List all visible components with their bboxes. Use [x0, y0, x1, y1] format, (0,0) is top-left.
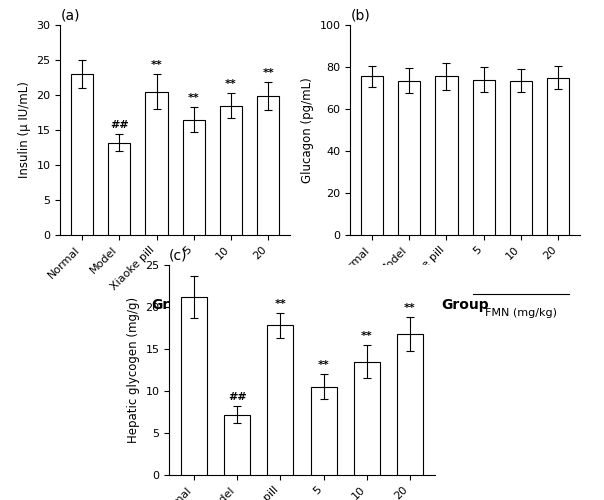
Text: **: ** — [225, 78, 237, 88]
Text: (b): (b) — [350, 8, 370, 22]
Bar — [398, 80, 420, 235]
Bar — [472, 80, 495, 235]
Text: **: ** — [188, 92, 200, 102]
Bar — [146, 92, 168, 235]
Bar — [257, 96, 280, 235]
X-axis label: Group: Group — [442, 298, 489, 312]
Y-axis label: Insulin (μ IU/mL): Insulin (μ IU/mL) — [18, 82, 31, 178]
Bar — [397, 334, 423, 475]
Bar — [354, 362, 380, 475]
Text: **: ** — [318, 360, 329, 370]
Bar — [435, 76, 458, 235]
Bar — [268, 326, 294, 475]
Text: ##: ## — [228, 392, 246, 402]
Y-axis label: Hepatic glycogen (mg/g): Hepatic glycogen (mg/g) — [127, 297, 140, 443]
Bar — [181, 297, 207, 475]
Bar — [224, 414, 250, 475]
Text: **: ** — [361, 330, 373, 340]
X-axis label: Group: Group — [152, 298, 199, 312]
Text: **: ** — [262, 68, 274, 78]
Text: **: ** — [404, 303, 416, 313]
Bar — [182, 120, 205, 235]
Text: **: ** — [150, 60, 162, 70]
Bar — [310, 387, 336, 475]
Text: FMN (mg/kg): FMN (mg/kg) — [195, 308, 267, 318]
Y-axis label: Glucagon (pg/mL): Glucagon (pg/mL) — [301, 77, 314, 183]
Bar — [108, 142, 130, 235]
Text: (a): (a) — [60, 8, 80, 22]
Bar — [547, 78, 570, 235]
Text: ##: ## — [110, 120, 129, 130]
Text: FMN (mg/kg): FMN (mg/kg) — [485, 308, 557, 318]
Text: **: ** — [275, 298, 286, 308]
Bar — [220, 106, 242, 235]
Text: (c): (c) — [169, 248, 188, 262]
Bar — [71, 74, 93, 235]
Bar — [361, 76, 383, 235]
Bar — [510, 80, 532, 235]
